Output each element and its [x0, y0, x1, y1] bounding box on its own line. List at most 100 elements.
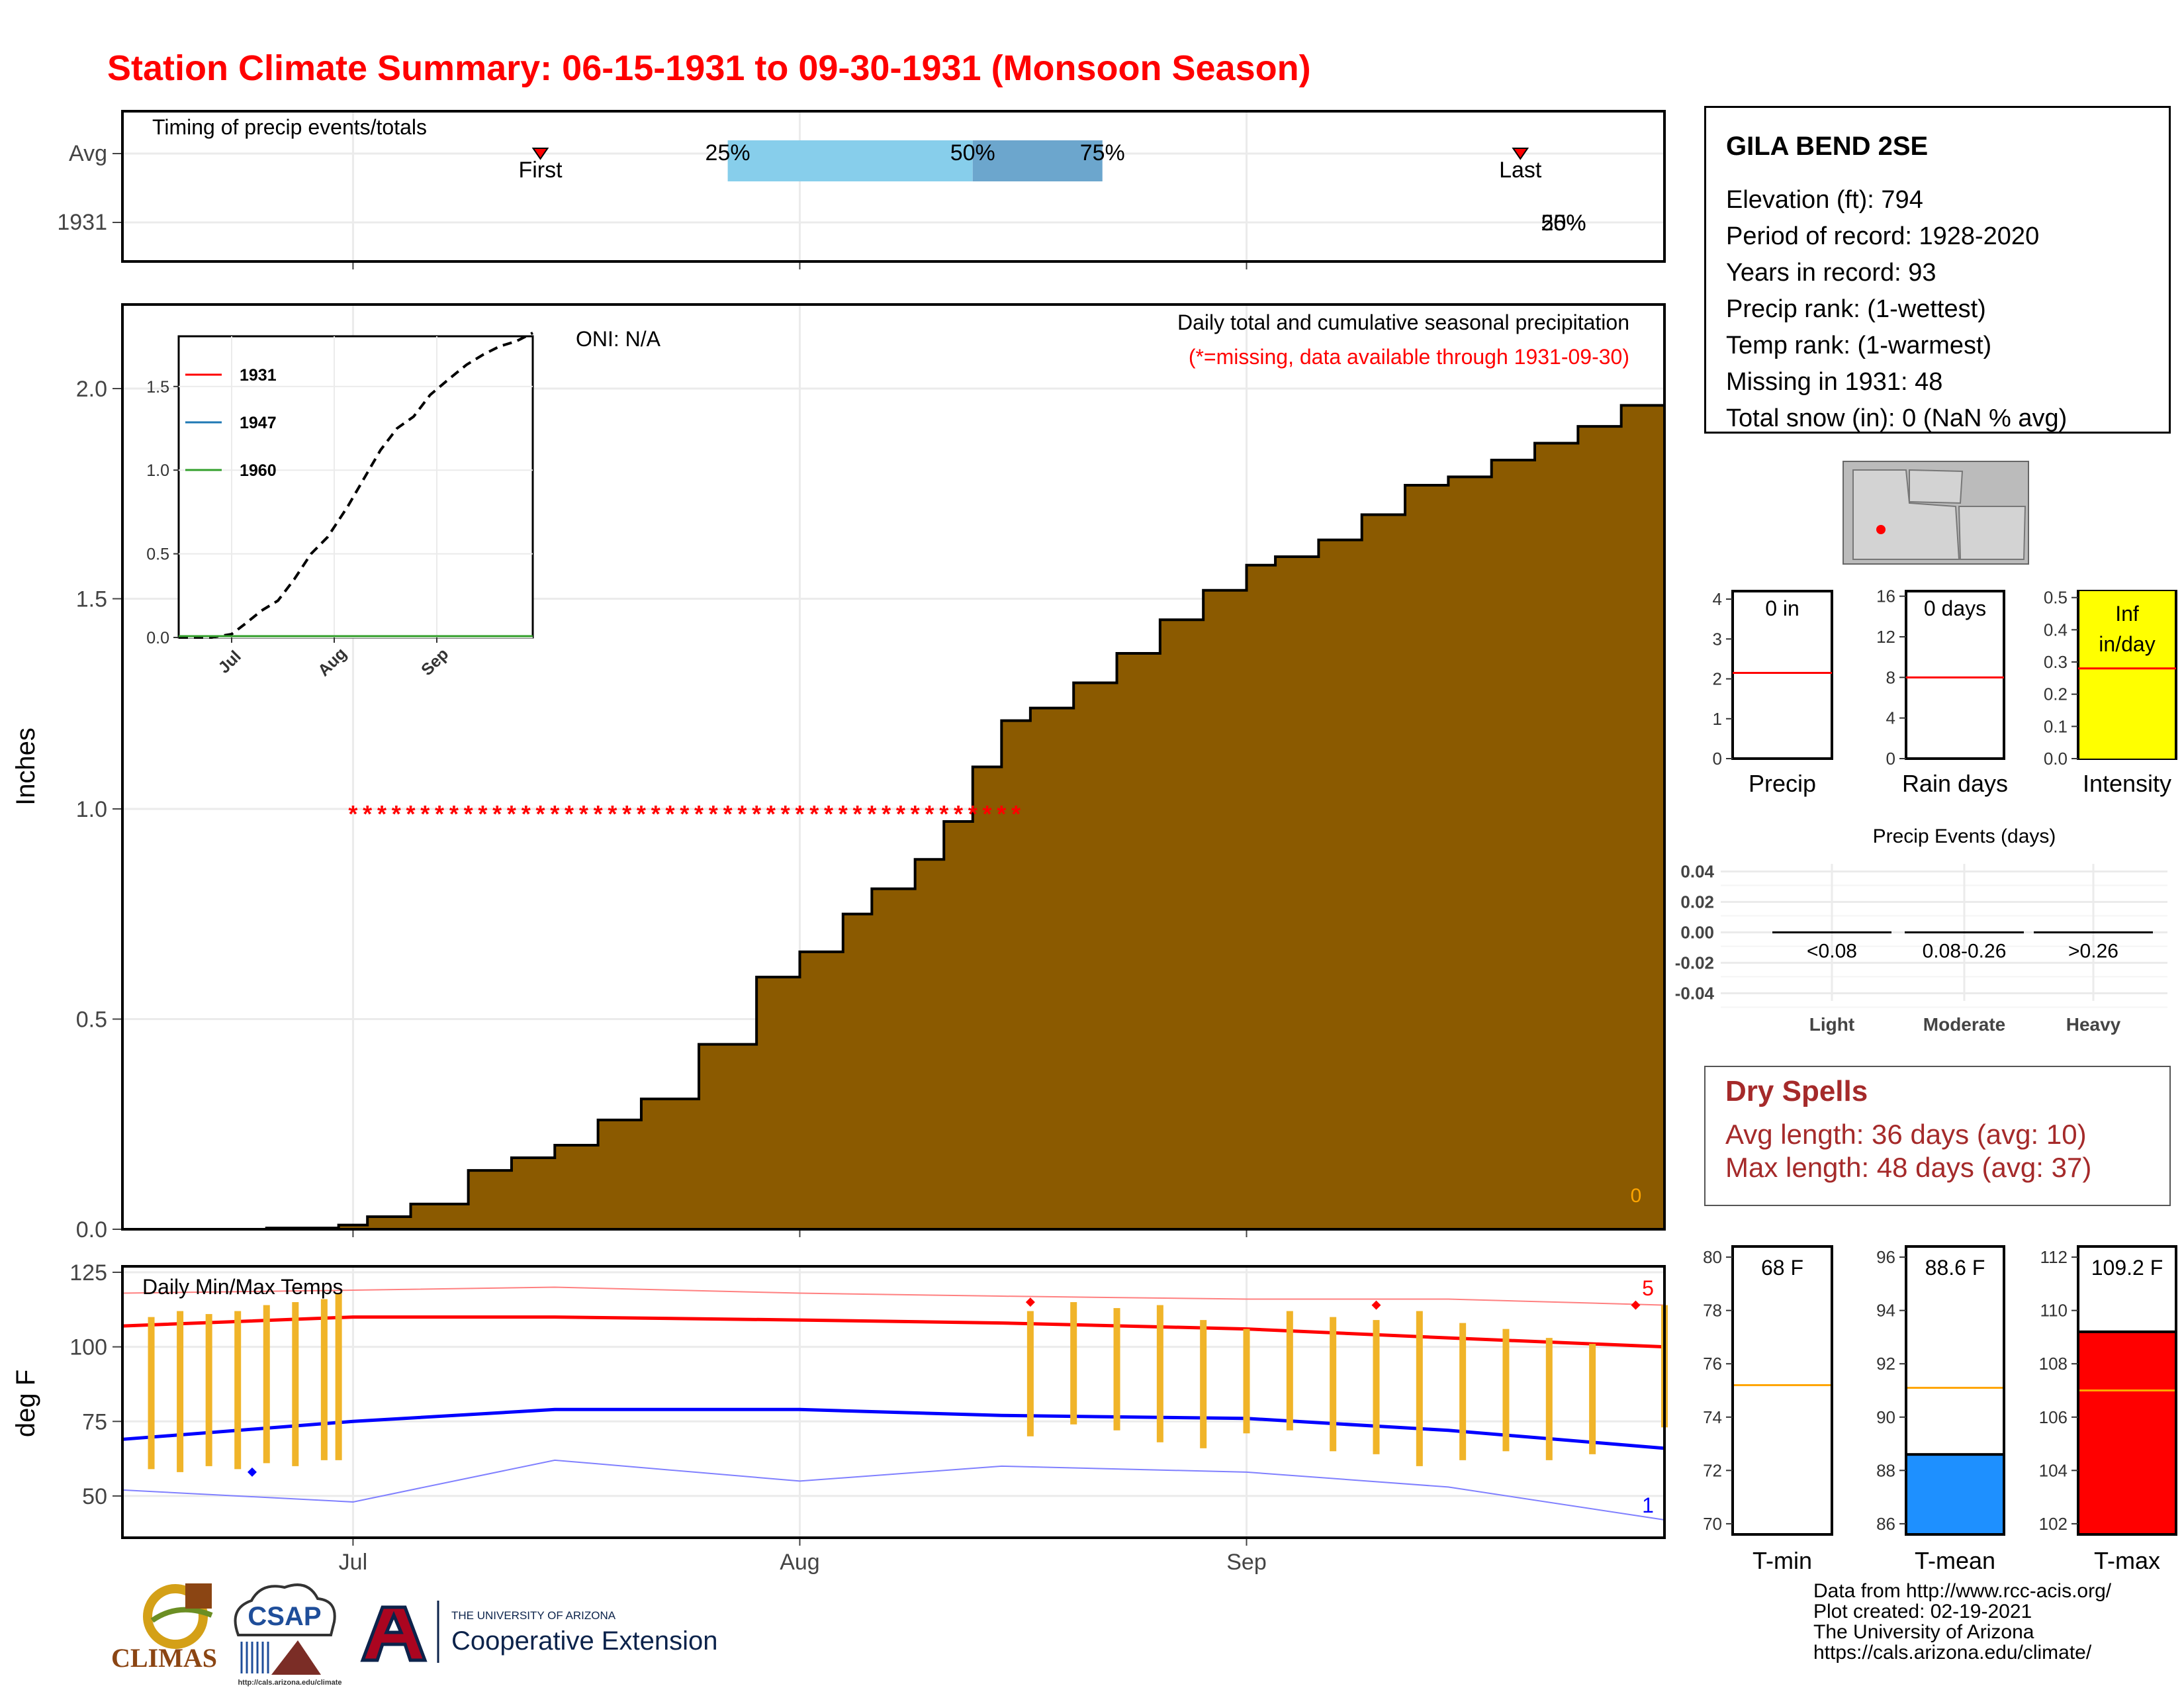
daily-temp-range-bar [1589, 1344, 1596, 1454]
temp-bar-ytick-label: 102 [2039, 1514, 2068, 1534]
page-title: Station Climate Summary: 06-15-1931 to 0… [107, 48, 1311, 88]
mini-panel-ytick-label: 4 [1886, 708, 1895, 728]
timing-overlap-label-a: 25% [1541, 211, 1586, 236]
dry-spells-title: Dry Spells [1725, 1075, 1868, 1107]
inset-legend-label: 1931 [240, 366, 277, 385]
precip-events-category: Light [1809, 1014, 1854, 1035]
temp-ylabel: deg F [11, 1370, 40, 1437]
precip-events-ytick-label: 0.00 [1680, 923, 1714, 943]
temp-bar-value-label: 88.6 F [1925, 1256, 1985, 1280]
temp-bar-ytick-label: 110 [2040, 1301, 2068, 1321]
missing-day-marker: * [752, 800, 761, 827]
temp-ytick-label: 100 [69, 1335, 107, 1360]
missing-day-marker: * [420, 800, 430, 827]
missing-day-marker: * [882, 800, 891, 827]
ua-logo-big-text: Cooperative Extension [451, 1626, 717, 1656]
temp-ytick-label: 125 [69, 1260, 107, 1286]
precip-events-ytick-label: 0.02 [1680, 892, 1714, 912]
missing-day-marker: * [737, 800, 747, 827]
temp-bar-title: T-min [1752, 1547, 1812, 1574]
mini-panel-ytick-label: 0.3 [2044, 652, 2068, 672]
mini-panel-ytick-label: 2 [1713, 669, 1722, 689]
dry-spells-avg: Avg length: 36 days (avg: 10) [1725, 1119, 2087, 1150]
precip-missing-note: (*=missing, data available through 1931-… [1189, 345, 1629, 369]
station-period: Period of record: 1928-2020 [1726, 222, 2040, 250]
cumulative-precip-area [122, 397, 1664, 1230]
missing-day-marker: * [608, 800, 617, 827]
climas-logo-swoosh [150, 1607, 213, 1623]
station-name: GILA BEND 2SE [1726, 132, 1929, 161]
mini-panel-ytick-label: 0.2 [2044, 684, 2068, 704]
daily-temp-range-bar [292, 1302, 299, 1466]
precip-events-bin-label: <0.08 [1807, 941, 1857, 962]
csap-logo-url: http://cals.arizona.edu/climate [238, 1679, 341, 1687]
daily-temp-range-bar [1502, 1329, 1510, 1452]
station-missing: Missing in 1931: 48 [1726, 368, 1943, 396]
missing-day-marker: * [464, 800, 473, 827]
missing-day-marker: * [809, 800, 819, 827]
temp-value-bar [2077, 1330, 2177, 1536]
timing-marker-label: Last [1499, 158, 1542, 183]
timing-row-label: Avg [69, 141, 107, 166]
climas-logo-ring [143, 1584, 208, 1649]
daily-temp-range-bar [1243, 1329, 1250, 1434]
csap-logo-text: CSAP [248, 1602, 321, 1631]
station-elevation: Elevation (ft): 794 [1726, 186, 1923, 214]
precip-heading: Daily total and cumulative seasonal prec… [1177, 310, 1629, 334]
missing-day-marker: * [565, 800, 574, 827]
missing-day-marker: * [348, 800, 357, 827]
record-high-marker [1025, 1297, 1035, 1307]
daily-temp-range-bar [263, 1305, 270, 1464]
temp-bar-frame [1731, 1245, 1833, 1536]
inset-legend-label: 1960 [240, 461, 277, 480]
daily-temp-range-bar [1459, 1323, 1467, 1460]
missing-day-marker: * [925, 800, 934, 827]
temp-bar-title: T-max [2094, 1547, 2160, 1574]
missing-day-marker: * [1011, 800, 1021, 827]
timing-q1-bar [727, 140, 973, 181]
mini-panel-title: Intensity [2083, 770, 2171, 797]
month-tick-label: Jul [339, 1550, 367, 1575]
daily-temp-range-bar [1416, 1311, 1423, 1466]
precip-events-bin-label: 0.08-0.26 [1923, 941, 2007, 962]
precip-events-ytick-label: -0.02 [1675, 953, 1714, 973]
precip-ytick-label: 1.5 [76, 587, 107, 612]
avg-min-line [122, 1407, 1665, 1450]
precip-ytick-label: 0.0 [76, 1217, 107, 1243]
missing-day-marker: * [522, 800, 531, 827]
daily-temp-range-bar [1545, 1338, 1553, 1460]
precip-ytick-label: 2.0 [76, 377, 107, 402]
daily-temp-range-bar [177, 1311, 184, 1472]
missing-day-marker: * [363, 800, 372, 827]
record-high-marker [1371, 1300, 1381, 1310]
station-location-marker [1876, 525, 1886, 534]
temp-ytick-label: 75 [82, 1409, 107, 1434]
mini-panel-title: Rain days [1902, 770, 2008, 797]
temp-plot-bg [122, 1266, 1664, 1538]
daily-temp-range-bar [1286, 1311, 1293, 1430]
credit-data-source: Data from http://www.rcc-acis.org/ [1813, 1580, 2112, 1602]
daily-temp-range-bar [1113, 1308, 1120, 1430]
avg-max-line [122, 1315, 1665, 1349]
missing-day-marker: * [997, 800, 1006, 827]
daily-temp-range-bar [1200, 1320, 1207, 1448]
daily-temp-range-bar [1070, 1302, 1077, 1425]
daily-temp-range-bar [1330, 1317, 1337, 1452]
missing-day-marker: * [709, 800, 718, 827]
temp-bar-ytick-label: 70 [1703, 1514, 1722, 1534]
temp-bar-ytick-label: 112 [2040, 1247, 2068, 1267]
missing-day-marker: * [968, 800, 978, 827]
timing-frame [121, 110, 1666, 263]
missing-day-marker: * [550, 800, 559, 827]
mini-panel-value-label: 0 in [1765, 596, 1799, 620]
temp-frame [121, 1265, 1666, 1539]
timing-heading: Timing of precip events/totals [152, 115, 427, 139]
record-min-line [122, 1459, 1665, 1521]
missing-day-marker: * [392, 800, 401, 827]
temp-bar-ytick-label: 88 [1876, 1460, 1895, 1480]
temp-bar-title: T-mean [1915, 1547, 1995, 1574]
precip-ytick-label: 0.5 [76, 1008, 107, 1033]
credits-block: Data from http://www.rcc-acis.org/ Plot … [1813, 1581, 2111, 1663]
